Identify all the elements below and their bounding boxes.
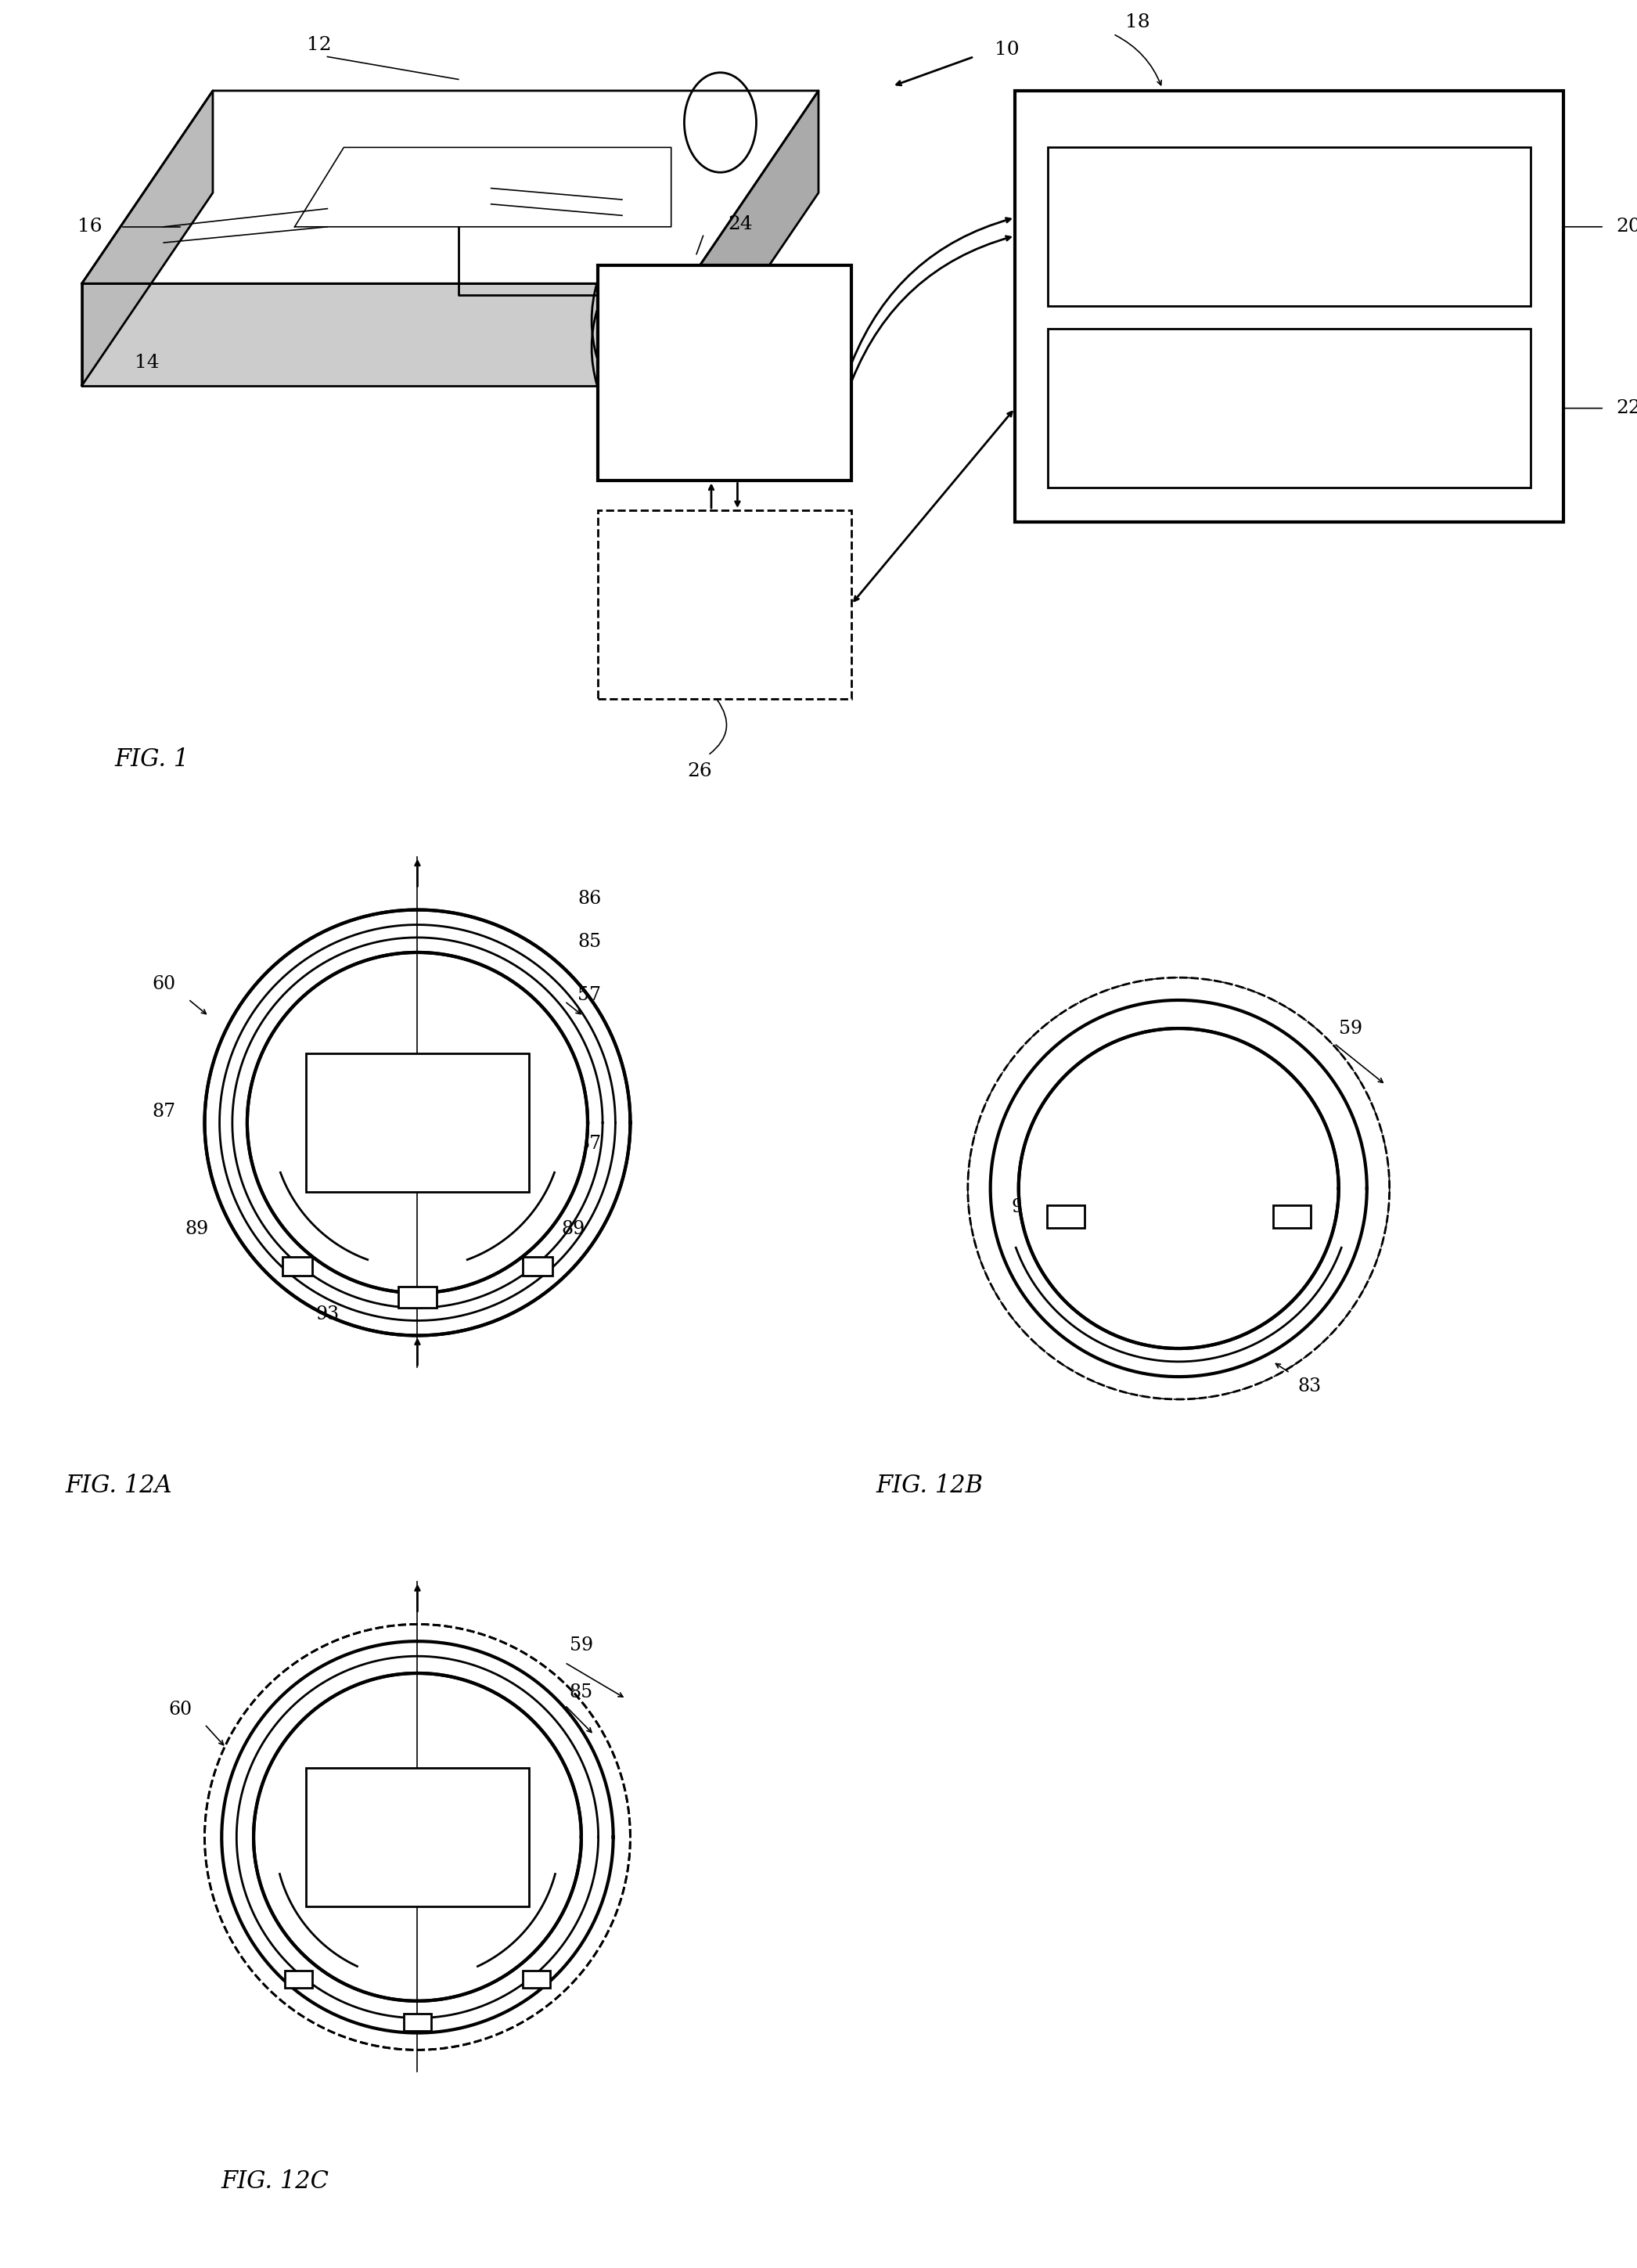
- Text: Catheter: Catheter: [689, 318, 760, 333]
- Bar: [1048, 1204, 1084, 1227]
- Text: 14: 14: [134, 354, 160, 372]
- Text: 91: 91: [1249, 1198, 1272, 1216]
- Text: 60: 60: [169, 1701, 192, 1719]
- Text: 86: 86: [578, 889, 601, 907]
- Polygon shape: [205, 909, 630, 1336]
- Bar: [404, 2014, 431, 2030]
- Text: FIG. 12A: FIG. 12A: [65, 1474, 172, 1497]
- Text: 89: 89: [185, 1220, 208, 1238]
- Text: Display: Display: [1257, 220, 1321, 234]
- Polygon shape: [295, 147, 671, 227]
- Text: 18: 18: [1125, 14, 1151, 32]
- Bar: [522, 1256, 553, 1275]
- Polygon shape: [82, 284, 688, 386]
- Bar: [306, 1055, 529, 1191]
- Text: 57: 57: [578, 987, 601, 1005]
- Polygon shape: [205, 1624, 630, 2050]
- Text: 22: 22: [1616, 399, 1637, 417]
- Text: 26: 26: [688, 762, 712, 780]
- Polygon shape: [247, 953, 588, 1293]
- Text: 89: 89: [561, 1220, 584, 1238]
- Text: 100: 100: [539, 1098, 575, 1114]
- Text: 83: 83: [1298, 1377, 1321, 1395]
- Polygon shape: [1018, 1027, 1339, 1349]
- Text: 10: 10: [994, 41, 1020, 59]
- Text: 24: 24: [728, 215, 753, 234]
- Polygon shape: [82, 91, 213, 386]
- Bar: [1274, 1204, 1310, 1227]
- Text: 85: 85: [570, 1683, 593, 1701]
- Bar: [398, 1286, 437, 1309]
- Bar: [598, 510, 851, 699]
- Bar: [282, 1256, 313, 1275]
- Bar: [1048, 329, 1531, 488]
- Text: 85: 85: [578, 932, 601, 950]
- Text: 87: 87: [152, 1102, 175, 1120]
- Text: User: User: [1269, 374, 1310, 388]
- Text: 59: 59: [570, 1637, 593, 1656]
- Polygon shape: [688, 91, 818, 386]
- Text: Interface: Interface: [1251, 424, 1328, 438]
- Text: 60: 60: [152, 975, 175, 993]
- Text: Feedback: Feedback: [686, 574, 763, 590]
- Bar: [1015, 91, 1563, 522]
- Text: 91: 91: [1012, 1198, 1035, 1216]
- Bar: [598, 265, 851, 481]
- Text: 16: 16: [77, 218, 103, 236]
- Bar: [306, 1769, 529, 1905]
- Text: FIG. 12C: FIG. 12C: [221, 2170, 329, 2193]
- Text: 20: 20: [1616, 218, 1637, 236]
- Text: Positioner: Positioner: [684, 365, 764, 381]
- Polygon shape: [82, 91, 818, 284]
- Text: System: System: [694, 619, 755, 635]
- Text: 93: 93: [316, 1304, 339, 1322]
- Polygon shape: [254, 1674, 581, 2000]
- Polygon shape: [967, 978, 1390, 1399]
- Text: FIG. 12B: FIG. 12B: [876, 1474, 982, 1497]
- Text: System: System: [694, 413, 755, 429]
- Bar: [285, 1971, 313, 1987]
- Text: Imaging System: Imaging System: [1215, 116, 1364, 134]
- Bar: [1048, 147, 1531, 306]
- Text: 12: 12: [306, 36, 332, 54]
- Bar: [522, 1971, 550, 1987]
- Text: 87: 87: [578, 1134, 601, 1152]
- Text: 59: 59: [1339, 1018, 1362, 1036]
- Text: FIG. 1: FIG. 1: [115, 748, 190, 771]
